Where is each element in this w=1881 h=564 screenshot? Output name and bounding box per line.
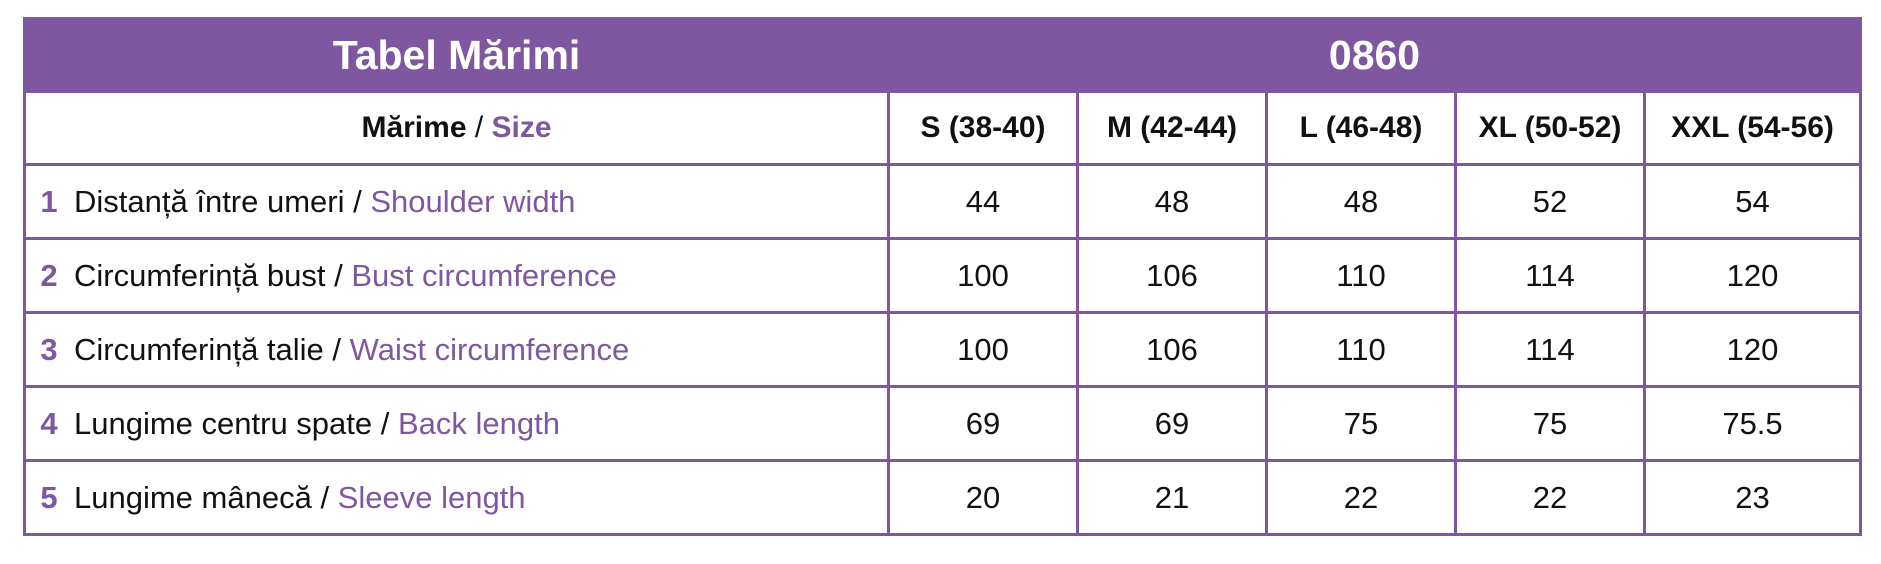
value-cell: 48	[1265, 163, 1457, 240]
size-label-separator: /	[466, 111, 492, 144]
size-column-header: Mărime / Size	[23, 90, 890, 166]
value-cell: 75	[1454, 385, 1646, 462]
measurement-name-en: Sleeve length	[337, 479, 526, 515]
measurement-label: 4 Lungime centru spate / Back length	[23, 385, 890, 462]
table-row: 2 Circumferință bust / Bust circumference…	[23, 237, 1862, 314]
row-number: 1	[40, 183, 58, 219]
measurement-separator: /	[311, 479, 338, 515]
measurement-name-ro: Lungime mânecă	[74, 479, 312, 515]
value-cell: 114	[1454, 237, 1646, 314]
measurement-label: 2 Circumferință bust / Bust circumference	[23, 237, 890, 314]
value-cell: 100	[887, 311, 1079, 388]
row-number: 5	[40, 479, 58, 515]
measurement-name-en: Shoulder width	[370, 183, 576, 219]
size-header-xxl: XXL (54-56)	[1643, 90, 1862, 166]
measurement-label: 3 Circumferință talie / Waist circumferen…	[23, 311, 890, 388]
value-cell: 110	[1265, 237, 1457, 314]
header-row: Mărime / Size S (38-40) M (42-44) L (46-…	[23, 90, 1862, 166]
size-header-m: M (42-44)	[1076, 90, 1268, 166]
measurement-name-en: Bust circumference	[351, 257, 617, 293]
value-cell: 21	[1076, 459, 1268, 536]
value-cell: 120	[1643, 311, 1862, 388]
measurement-separator: /	[344, 183, 371, 219]
measurement-name-ro: Circumferință talie	[74, 331, 324, 367]
value-cell: 48	[1076, 163, 1268, 240]
value-cell: 106	[1076, 311, 1268, 388]
value-cell: 44	[887, 163, 1079, 240]
value-cell: 69	[887, 385, 1079, 462]
table-row: 1 Distanță între umeri / Shoulder width 4…	[23, 163, 1862, 240]
size-label-ro: Mărime	[361, 111, 467, 144]
value-cell: 52	[1454, 163, 1646, 240]
measurement-separator: /	[323, 331, 350, 367]
size-header-s: S (38-40)	[887, 90, 1079, 166]
row-number: 2	[40, 257, 58, 293]
measurement-name-ro: Circumferință bust	[74, 257, 326, 293]
row-number: 3	[40, 331, 58, 367]
table-title: Tabel Mărimi	[23, 17, 890, 93]
value-cell: 110	[1265, 311, 1457, 388]
value-cell: 120	[1643, 237, 1862, 314]
value-cell: 75.5	[1643, 385, 1862, 462]
size-header-l: L (46-48)	[1265, 90, 1457, 166]
size-header-xl: XL (50-52)	[1454, 90, 1646, 166]
value-cell: 106	[1076, 237, 1268, 314]
measurement-name-ro: Lungime centru spate	[74, 405, 373, 441]
measurement-name-ro: Distanță între umeri	[74, 183, 345, 219]
value-cell: 75	[1265, 385, 1457, 462]
value-cell: 114	[1454, 311, 1646, 388]
size-label-en: Size	[491, 111, 552, 144]
value-cell: 22	[1265, 459, 1457, 536]
row-number: 4	[40, 405, 58, 441]
table-row: 4 Lungime centru spate / Back length 69 6…	[23, 385, 1862, 462]
measurement-label: 5 Lungime mânecă / Sleeve length	[23, 459, 890, 536]
table-row: 3 Circumferință talie / Waist circumferen…	[23, 311, 1862, 388]
value-cell: 20	[887, 459, 1079, 536]
product-code: 0860	[887, 17, 1862, 93]
measurement-separator: /	[325, 257, 352, 293]
value-cell: 69	[1076, 385, 1268, 462]
table-row: 5 Lungime mânecă / Sleeve length 20 21 22…	[23, 459, 1862, 536]
value-cell: 54	[1643, 163, 1862, 240]
measurement-label: 1 Distanță între umeri / Shoulder width	[23, 163, 890, 240]
measurement-name-en: Waist circumference	[349, 331, 630, 367]
title-row: Tabel Mărimi 0860	[23, 17, 1862, 93]
size-chart-table: Tabel Mărimi 0860 Mărime / Size S (38-40…	[23, 17, 1862, 536]
value-cell: 22	[1454, 459, 1646, 536]
measurement-separator: /	[372, 405, 398, 441]
value-cell: 23	[1643, 459, 1862, 536]
measurement-name-en: Back length	[397, 405, 560, 441]
value-cell: 100	[887, 237, 1079, 314]
